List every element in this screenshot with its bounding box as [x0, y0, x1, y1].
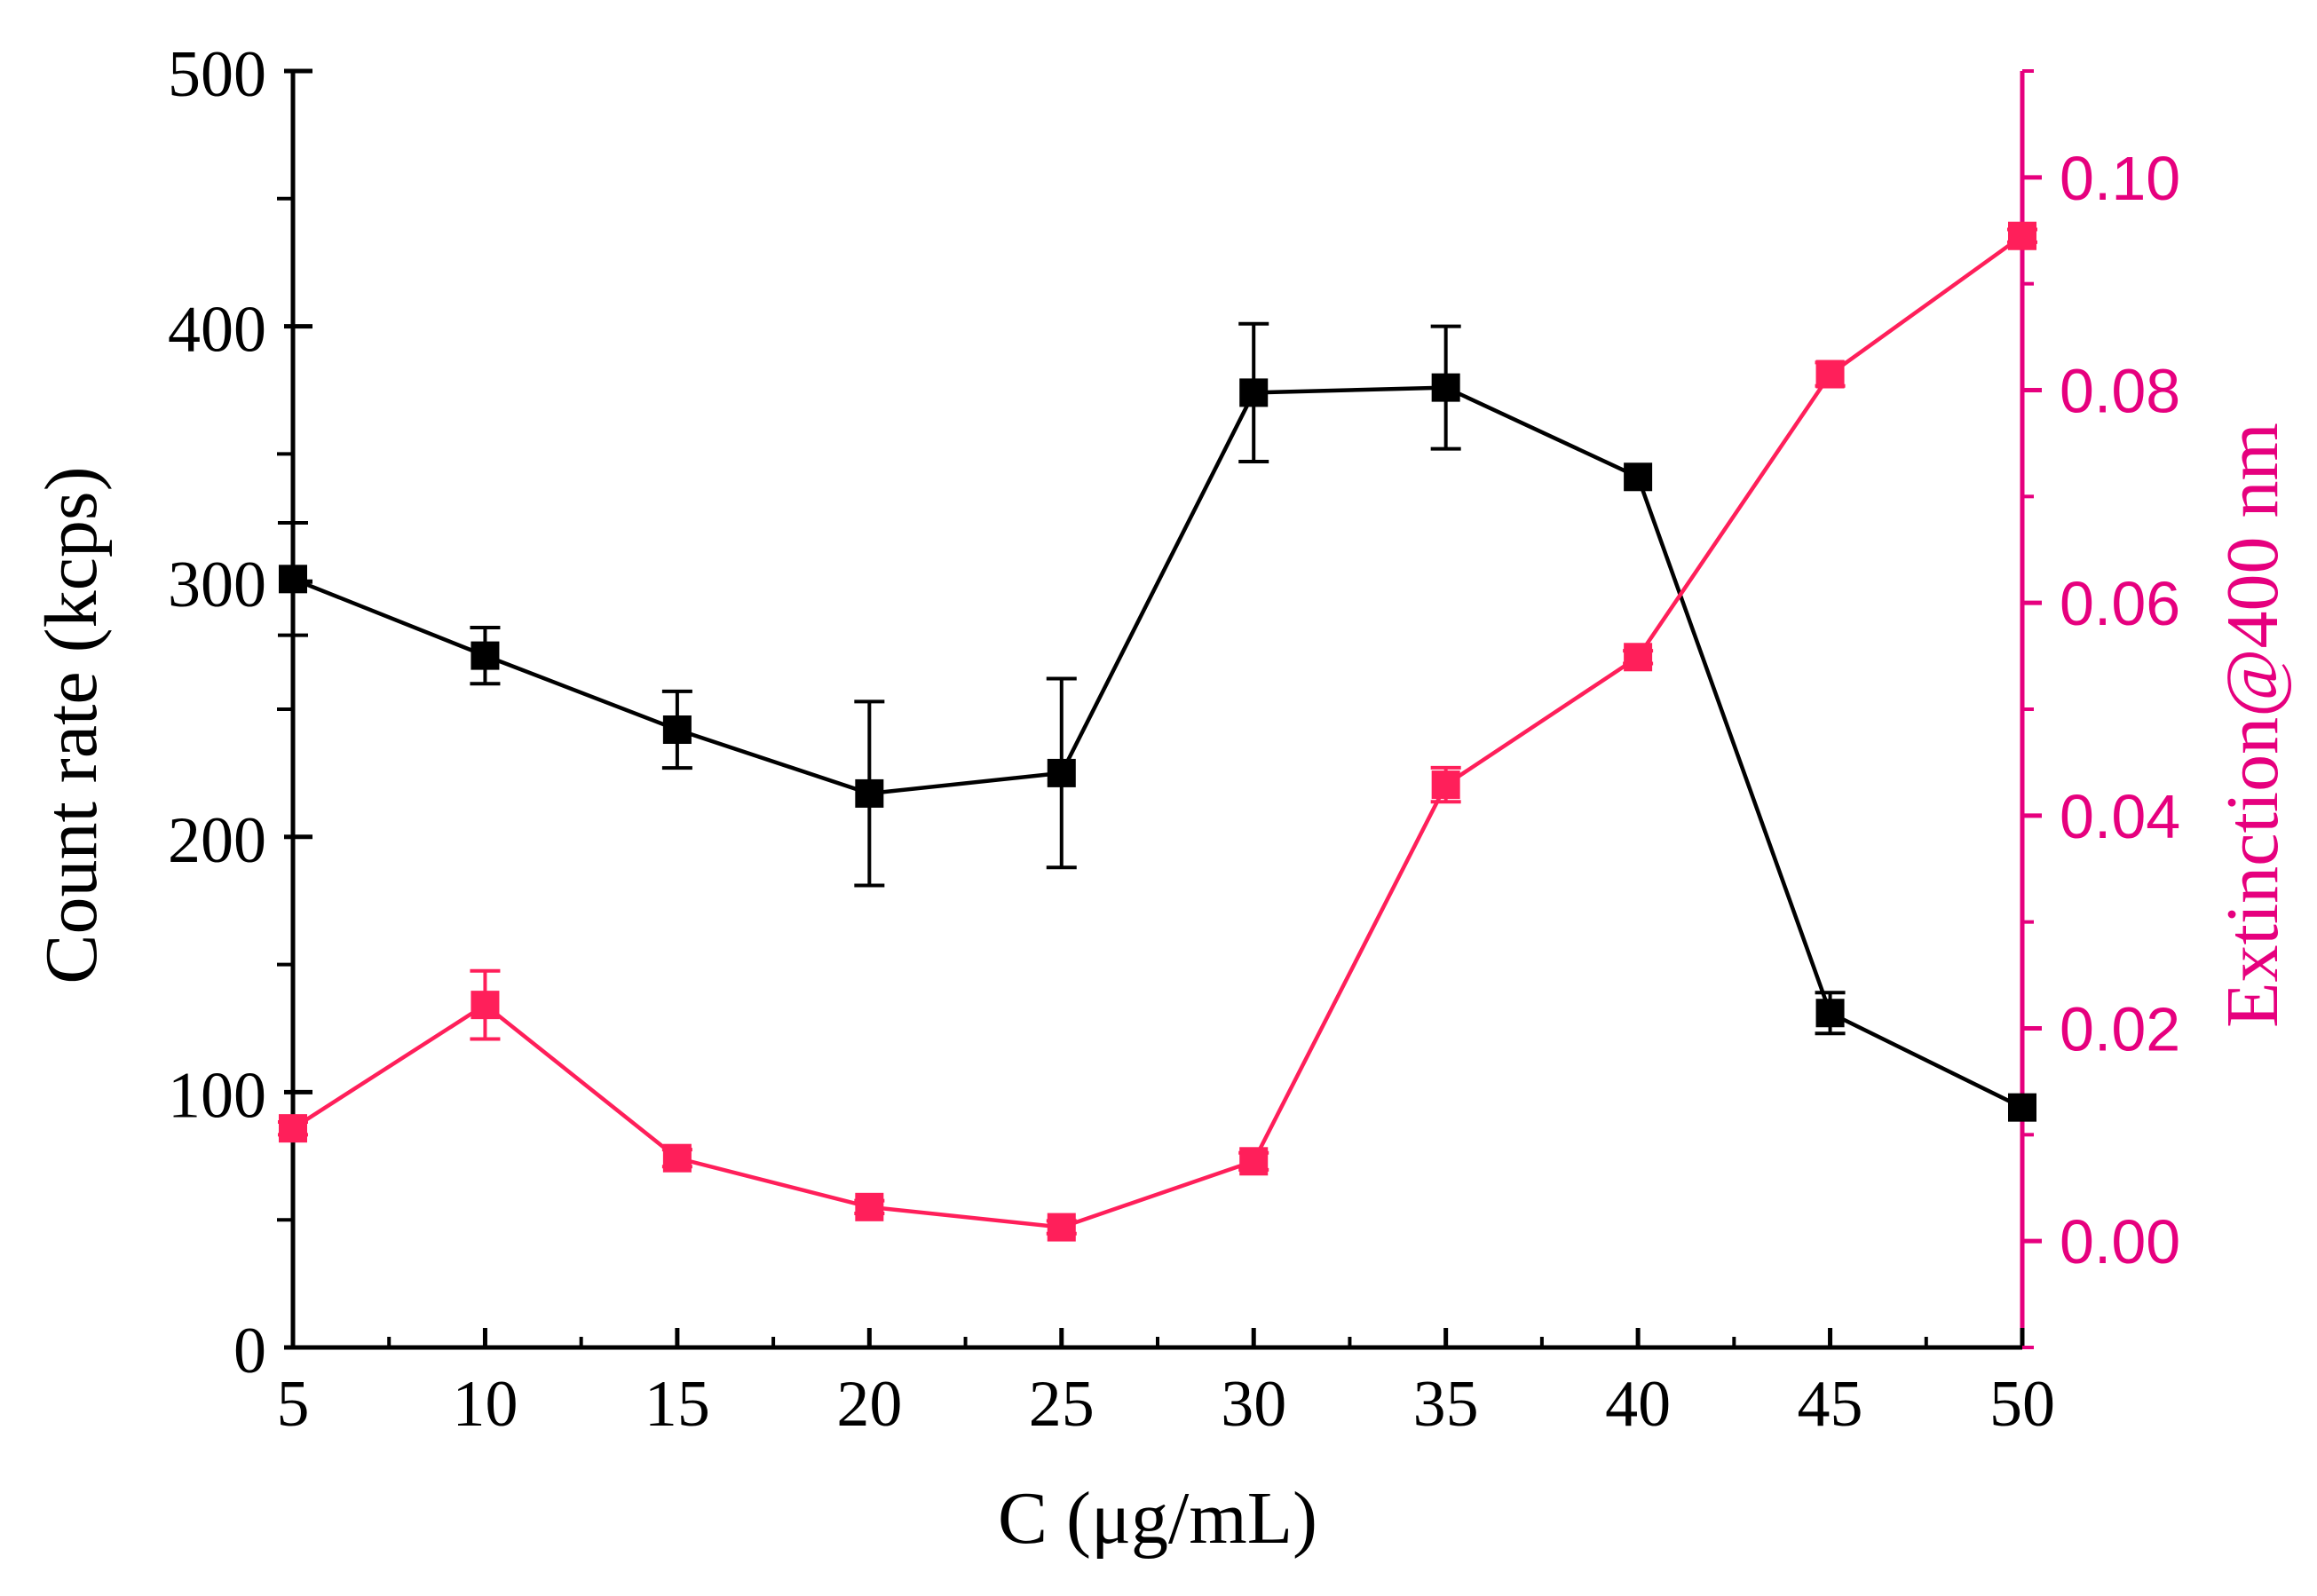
right-y-tick-label: 0.06 — [2060, 569, 2180, 638]
x-tick-label: 25 — [1029, 1368, 1095, 1441]
count-rate-line — [292, 385, 2023, 1110]
count-rate-point — [855, 778, 884, 808]
count-rate-point — [1047, 758, 1076, 787]
right-y-tick-label: 0.08 — [2060, 357, 2180, 426]
extinction-point — [855, 1192, 884, 1221]
left-y-tick-label: 0 — [233, 1315, 266, 1387]
extinction-point — [1431, 770, 1460, 800]
x-tick-label: 45 — [1798, 1368, 1863, 1441]
left-y-tick-label: 100 — [168, 1059, 266, 1132]
extinction-point — [1815, 359, 1845, 389]
x-tick-label: 50 — [1989, 1368, 2055, 1441]
extinction-point — [471, 991, 500, 1020]
extinction-line — [291, 233, 2024, 1229]
extinction-point — [2008, 221, 2036, 250]
right-y-tick-label: 0.00 — [2060, 1207, 2180, 1276]
extinction-point — [1047, 1213, 1076, 1242]
x-axis-label: C (μg/mL) — [998, 1477, 1317, 1560]
count-rate-point — [471, 641, 500, 670]
x-tick-label: 10 — [452, 1368, 518, 1441]
extinction-point — [662, 1143, 692, 1173]
x-tick-label: 5 — [277, 1368, 310, 1441]
series-layer — [278, 221, 2037, 1242]
count-rate-series — [278, 321, 2036, 1122]
right-y-tick-label: 0.04 — [2060, 782, 2180, 851]
x-tick-label: 40 — [1605, 1368, 1671, 1441]
count-rate-point — [1624, 462, 1653, 492]
right-y-axis-label: Extinction@400 nm — [2211, 423, 2294, 1028]
x-tick-label: 35 — [1413, 1368, 1479, 1441]
left-y-tick-label: 500 — [168, 38, 266, 111]
extinction-point — [1239, 1147, 1269, 1176]
left-y-tick-label: 400 — [168, 294, 266, 367]
right-y-tick-label: 0.10 — [2060, 144, 2180, 213]
count-rate-point — [279, 565, 307, 594]
left-y-tick-label: 200 — [168, 804, 266, 877]
count-rate-point — [662, 715, 692, 745]
count-rate-point — [2008, 1093, 2036, 1122]
left-y-axis-label: Count rate (kcps) — [30, 466, 113, 984]
axes: 5 10 15 20 25 30 35 40 45 5001002003004005000.000… — [168, 38, 2180, 1441]
count-rate-point — [1431, 373, 1460, 402]
extinction-point — [279, 1114, 307, 1143]
x-tick-label: 20 — [836, 1368, 902, 1441]
x-tick-label: 30 — [1221, 1368, 1286, 1441]
x-tick-label: 15 — [644, 1368, 710, 1441]
count-rate-point — [1239, 378, 1269, 407]
count-rate-point — [1815, 999, 1845, 1028]
extinction-series — [278, 221, 2037, 1242]
right-y-tick-label: 0.02 — [2060, 995, 2180, 1064]
extinction-point — [1624, 643, 1653, 672]
left-y-tick-label: 300 — [168, 549, 266, 621]
